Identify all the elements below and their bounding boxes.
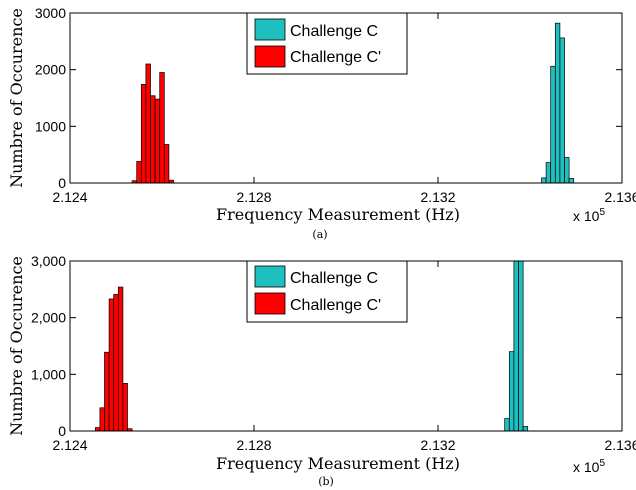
panel-a-bar-challenge-c-prime <box>145 63 151 184</box>
panel-b-x-tick-label: 2.136 <box>604 437 636 453</box>
panel-b-bar-challenge-c <box>504 418 510 432</box>
panel-b-legend-label-challenge-c: Challenge C <box>290 270 378 287</box>
panel-b-y-axis-title: Numbre of Occurence <box>7 256 26 436</box>
panel-a-x-ticks: 2.124 2.128 2.132 2.136 <box>52 13 636 205</box>
panel-b-bar-challenge-c-prime <box>122 383 128 432</box>
panel-b-bar-challenge-c <box>522 426 529 432</box>
panel-b-legend-swatch-challenge-c-prime <box>254 292 286 315</box>
panel-a-bar-challenge-c-prime <box>154 98 161 184</box>
panel-a-x-tick-label: 2.136 <box>604 189 636 205</box>
panel-b-bar-challenge-c <box>513 260 519 432</box>
panel-a-bar-challenge-c <box>541 177 547 184</box>
panel-a-caption: (a) <box>312 228 327 241</box>
panel-b-legend-label-challenge-c-prime: Challenge C' <box>290 297 381 314</box>
panel-a-bar-challenge-c-prime <box>140 84 147 184</box>
panel-a-legend-swatch-challenge-c-prime <box>254 45 286 68</box>
panel-b: 0 1,000 2,000 3,000 2.124 2.128 2.132 2.136 Fr… <box>7 253 636 488</box>
panel-b-x-tick-label: 2.132 <box>420 437 455 453</box>
panel-b-x-scale-label: x 105 <box>573 458 605 475</box>
panel-a-x-tick-label: 2.132 <box>420 189 455 205</box>
panel-a-x-tick-label: 2.128 <box>236 189 271 205</box>
panel-a-x-tick-label: 2.124 <box>52 189 87 205</box>
panel-b-bar-challenge-c-prime <box>104 351 110 432</box>
panel-b-x-axis-title: Frequency Measurement (Hz) <box>216 454 460 473</box>
panel-a-bar-challenge-c-prime <box>136 161 142 184</box>
panel-a-bar-challenge-c <box>564 157 570 184</box>
panel-a-bar-challenge-c <box>559 37 565 184</box>
panel-b-y-tick-label: 2,000 <box>31 310 66 326</box>
panel-a-y-ticks: 0 1000 2000 3000 <box>35 5 622 191</box>
panel-a-bar-challenge-c <box>545 162 552 184</box>
panel-a-bar-challenge-c <box>568 178 575 184</box>
panel-a-legend-label-challenge-c: Challenge C <box>290 23 378 40</box>
panel-a-legend: Challenge C Challenge C' <box>246 12 408 75</box>
panel-a-x-axis-title: Frequency Measurement (Hz) <box>216 205 460 224</box>
panel-b-x-tick-label: 2.124 <box>52 437 87 453</box>
panel-b-bar-challenge-c-prime <box>99 407 105 432</box>
panel-b-bar-challenge-c-prime <box>117 286 124 432</box>
panel-b-y-tick-label: 1,000 <box>31 366 66 382</box>
panel-a-legend-swatch-challenge-c <box>254 18 286 41</box>
panel-a-bar-challenge-c-prime <box>150 95 156 184</box>
panel-b-y-tick-label: 3,000 <box>31 253 66 269</box>
panel-a-bar-challenge-c-prime <box>159 72 165 184</box>
panel-b-x-tick-label: 2.128 <box>236 437 271 453</box>
panel-a-bar-challenge-c-prime <box>163 144 170 184</box>
panel-b-bar-challenge-c-prime <box>113 294 119 432</box>
panel-b-legend: Challenge C Challenge C' <box>246 260 408 323</box>
panel-b-bar-challenge-c <box>508 351 515 432</box>
panel-b-bar-challenge-c-prime <box>108 298 115 432</box>
panel-a: 0 1000 2000 3000 2.124 2.128 2.132 2.136 Frequ… <box>7 5 636 241</box>
panel-a-y-tick-label: 3000 <box>35 5 66 21</box>
panel-b-bar-challenge-c-prime <box>94 427 101 432</box>
panel-b-x-ticks: 2.124 2.128 2.132 2.136 <box>52 261 636 453</box>
panel-b-y-ticks: 0 1,000 2,000 3,000 <box>31 253 622 439</box>
panel-a-bar-challenge-c <box>554 22 561 184</box>
panel-a-y-tick-label: 1000 <box>35 118 66 134</box>
panel-a-x-scale-label: x 105 <box>573 207 605 224</box>
panel-b-caption: (b) <box>318 475 334 488</box>
panel-a-bar-challenge-c <box>550 65 556 184</box>
panel-a-y-axis-title: Numbre of Occurence <box>7 8 26 188</box>
panel-a-bars <box>131 22 575 184</box>
panel-a-legend-label-challenge-c-prime: Challenge C' <box>290 49 381 66</box>
panel-a-y-tick-label: 0 <box>58 175 66 191</box>
panel-b-y-tick-label: 0 <box>58 423 66 439</box>
panel-b-legend-swatch-challenge-c <box>254 265 286 288</box>
panel-a-y-tick-label: 2000 <box>35 62 66 78</box>
panel-b-bar-challenge-c <box>518 260 524 432</box>
